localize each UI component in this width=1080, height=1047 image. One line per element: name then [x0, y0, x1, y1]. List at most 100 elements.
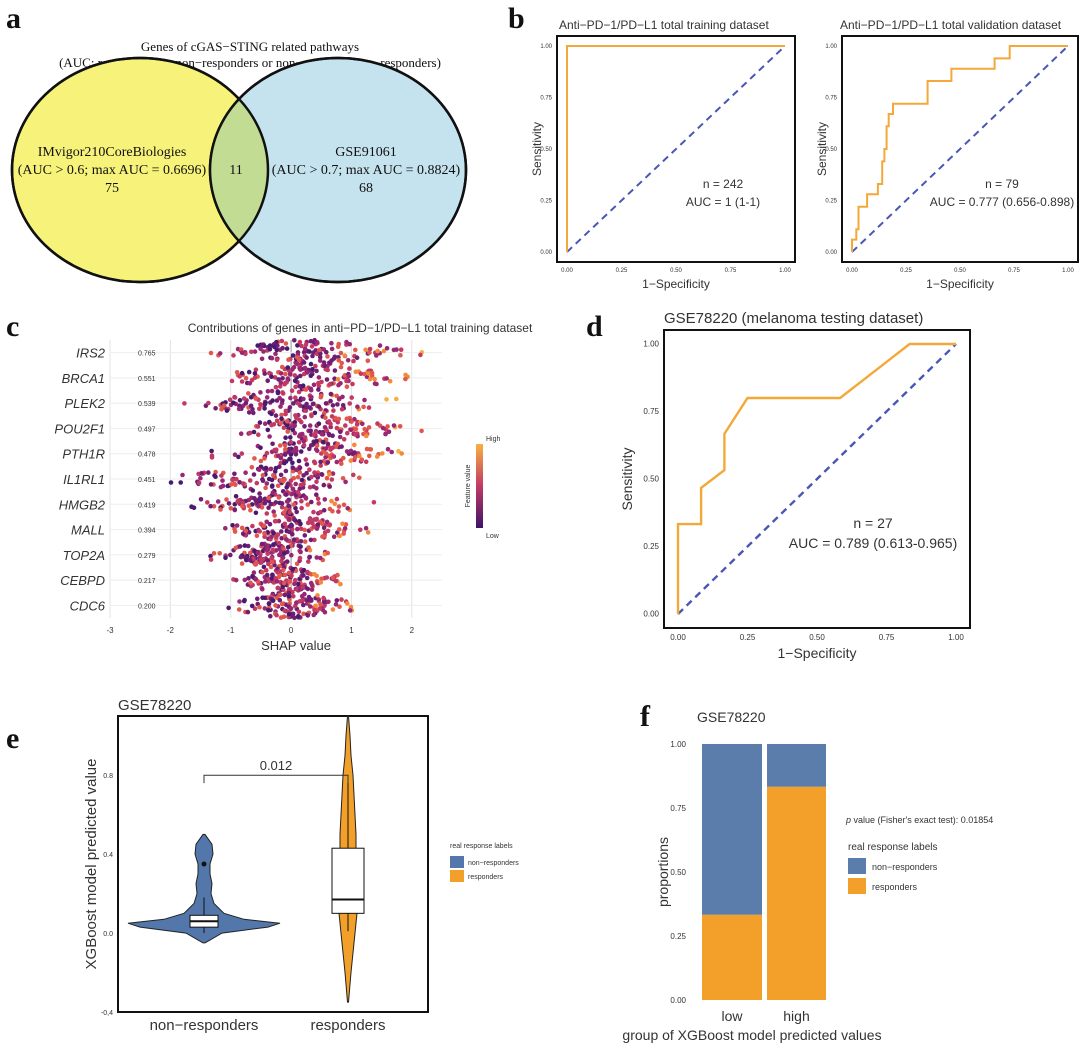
shap-point: [331, 534, 337, 539]
shap-point: [322, 609, 328, 615]
shap-point: [246, 369, 252, 375]
roc-training-chart: Anti−PD−1/PD−L1 total training dataset 0.…: [530, 18, 796, 291]
shap-point: [211, 504, 217, 509]
y-tick-label: 1.00: [825, 44, 837, 50]
shap-point: [329, 414, 335, 419]
shap-point: [305, 502, 311, 507]
shap-point: [335, 572, 340, 578]
shap-point: [236, 498, 241, 503]
shap-point: [327, 522, 333, 527]
shap-point: [257, 604, 262, 610]
panel-letter-f: f: [640, 700, 651, 733]
shap-point: [268, 564, 274, 570]
shap-point: [237, 599, 242, 604]
shap-point: [295, 401, 301, 406]
shap-point: [312, 517, 317, 522]
y-tick-label: 0.50: [643, 475, 659, 484]
shap-point: [238, 431, 244, 437]
shap-point: [286, 587, 292, 592]
shap-point: [246, 391, 251, 396]
shap-point: [279, 412, 284, 418]
shap-point: [398, 353, 403, 358]
x-tick-label: -2: [167, 626, 175, 635]
x-tick-label: 1.00: [948, 633, 964, 642]
shap-point: [265, 378, 271, 384]
panel-letter-b: b: [508, 2, 525, 35]
x-axis-label: 1−Specificity: [642, 277, 710, 291]
shap-point: [318, 509, 323, 515]
shap-point: [278, 460, 284, 466]
shap-point: [330, 471, 336, 476]
shap-point: [319, 432, 325, 437]
shap-point: [247, 550, 253, 556]
shap-point: [352, 455, 358, 460]
shap-point: [274, 579, 280, 584]
shap-point: [254, 596, 260, 602]
shap-point: [328, 398, 333, 404]
shap-point: [255, 550, 261, 556]
shap-point: [290, 611, 295, 617]
legend-colorbar: [476, 444, 483, 528]
shap-point: [362, 426, 368, 432]
shap-point: [292, 423, 297, 429]
shap-point: [319, 576, 324, 582]
shap-point: [269, 411, 274, 417]
shap-point: [262, 496, 268, 502]
shap-point: [307, 423, 313, 428]
shap-point: [232, 395, 238, 400]
gene-label: IRS2: [76, 346, 106, 361]
shap-point: [322, 603, 327, 608]
shap-point: [315, 522, 321, 527]
x-tick-label: 0.75: [879, 633, 895, 642]
shap-point: [318, 555, 323, 561]
shap-point: [300, 383, 306, 389]
diagonal-reference-line: [566, 45, 786, 253]
shap-point: [236, 406, 242, 412]
x-tick-label: responders: [310, 1017, 385, 1034]
shap-point: [319, 472, 325, 477]
shap-point: [324, 377, 330, 382]
shap-point: [241, 396, 247, 401]
shap-point: [168, 480, 174, 485]
y-tick-label: 0.50: [825, 147, 837, 153]
shap-point: [309, 474, 314, 480]
shap-point: [206, 470, 211, 475]
shap-point: [240, 481, 246, 486]
venn-left-count: 75: [105, 181, 119, 196]
shap-point: [318, 351, 323, 356]
importance-value: 0.200: [138, 603, 156, 610]
shap-point: [290, 532, 295, 537]
shap-point: [353, 432, 358, 437]
shap-point: [419, 428, 424, 434]
shap-point: [302, 346, 308, 352]
y-tick-label: 0.8: [103, 773, 113, 780]
shap-point: [281, 614, 287, 619]
shap-point: [262, 531, 267, 536]
gene-label: PTH1R: [62, 447, 105, 462]
importance-value: 0.478: [138, 452, 156, 459]
shap-point: [308, 580, 314, 586]
shap-point: [266, 505, 271, 511]
shap-point: [330, 453, 336, 459]
bar-non-responders: [702, 744, 762, 915]
shap-point: [302, 435, 308, 440]
shap-point: [276, 495, 282, 500]
shap-point: [284, 346, 290, 351]
shap-point: [286, 516, 292, 522]
shap-point: [334, 496, 340, 502]
shap-point: [318, 459, 323, 465]
shap-point: [265, 389, 271, 394]
shap-point: [237, 480, 242, 485]
y-tick-label: 0.50: [540, 147, 552, 153]
n-annotation: n = 27: [853, 515, 893, 531]
shap-point: [236, 607, 242, 612]
shap-point: [282, 452, 288, 457]
shap-point: [309, 394, 314, 400]
shap-point: [321, 525, 327, 531]
shap-point: [220, 483, 226, 489]
shap-point: [295, 581, 301, 587]
shap-point: [347, 401, 353, 406]
shap-point: [307, 405, 313, 410]
shap-point: [276, 518, 282, 524]
shap-point: [314, 368, 319, 374]
